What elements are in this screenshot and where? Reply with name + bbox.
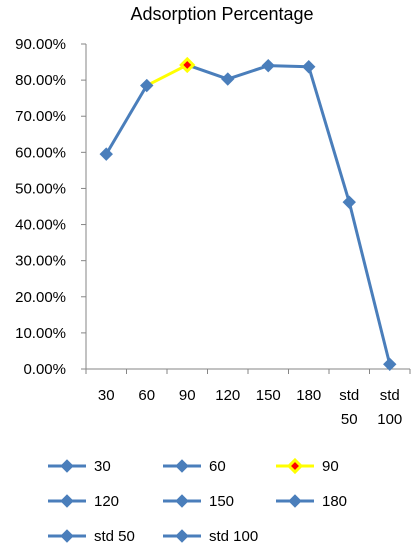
y-tick-label: 20.00% — [15, 289, 66, 306]
y-tick-label: 80.00% — [15, 72, 66, 89]
legend-marker — [288, 494, 302, 508]
legend-label: 120 — [94, 493, 119, 510]
legend-marker — [175, 529, 189, 543]
y-tick-label: 50.00% — [15, 180, 66, 197]
y-tick-label: 30.00% — [15, 253, 66, 270]
data-point — [221, 72, 235, 86]
legend-marker — [175, 494, 189, 508]
data-point — [383, 357, 397, 372]
legend-label: std 50 — [94, 528, 135, 545]
legend-label: 90 — [322, 458, 339, 475]
y-tick-label: 70.00% — [15, 108, 66, 125]
series-line-segment — [104, 84, 149, 156]
legend-label: 180 — [322, 493, 347, 510]
x-tick-label: 60 — [138, 387, 155, 404]
data-point-highlight — [179, 56, 196, 74]
data-point — [302, 60, 316, 74]
legend-marker — [60, 494, 74, 508]
series-line-segment — [226, 64, 270, 81]
legend-marker — [286, 457, 304, 475]
x-tick-label: 30 — [98, 387, 115, 404]
y-tick-label: 60.00% — [15, 144, 66, 161]
legend-label: 30 — [94, 458, 111, 475]
data-point — [342, 195, 356, 209]
y-tick-label: 0.00% — [23, 361, 66, 378]
legend-marker — [60, 459, 74, 473]
series-line-segment — [145, 63, 189, 88]
data-point — [140, 78, 154, 93]
series-line-segment — [347, 200, 392, 366]
series-line-segment — [185, 63, 230, 81]
y-tick-label: 10.00% — [15, 325, 66, 342]
x-tick-label: std — [339, 387, 359, 404]
legend-label: std 100 — [209, 528, 258, 545]
x-tick-label: 120 — [215, 387, 240, 404]
y-tick-label: 40.00% — [15, 217, 66, 234]
legend-marker — [60, 529, 74, 543]
legend-label: 150 — [209, 493, 234, 510]
data-point — [261, 58, 275, 73]
chart-title: Adsorption Percentage — [130, 4, 313, 24]
series-line-segment — [266, 64, 311, 69]
x-tick-label: 90 — [179, 387, 196, 404]
data-point — [99, 147, 113, 161]
x-tick-label: 180 — [296, 387, 321, 404]
x-tick-label: 50 — [341, 411, 358, 428]
x-tick-label: std — [380, 387, 400, 404]
legend-label: 60 — [209, 458, 226, 475]
x-tick-label: 150 — [256, 387, 281, 404]
y-tick-label: 90.00% — [15, 36, 66, 53]
x-tick-label: 100 — [377, 411, 402, 428]
legend-marker — [175, 459, 189, 473]
series-line-segment — [307, 65, 351, 204]
